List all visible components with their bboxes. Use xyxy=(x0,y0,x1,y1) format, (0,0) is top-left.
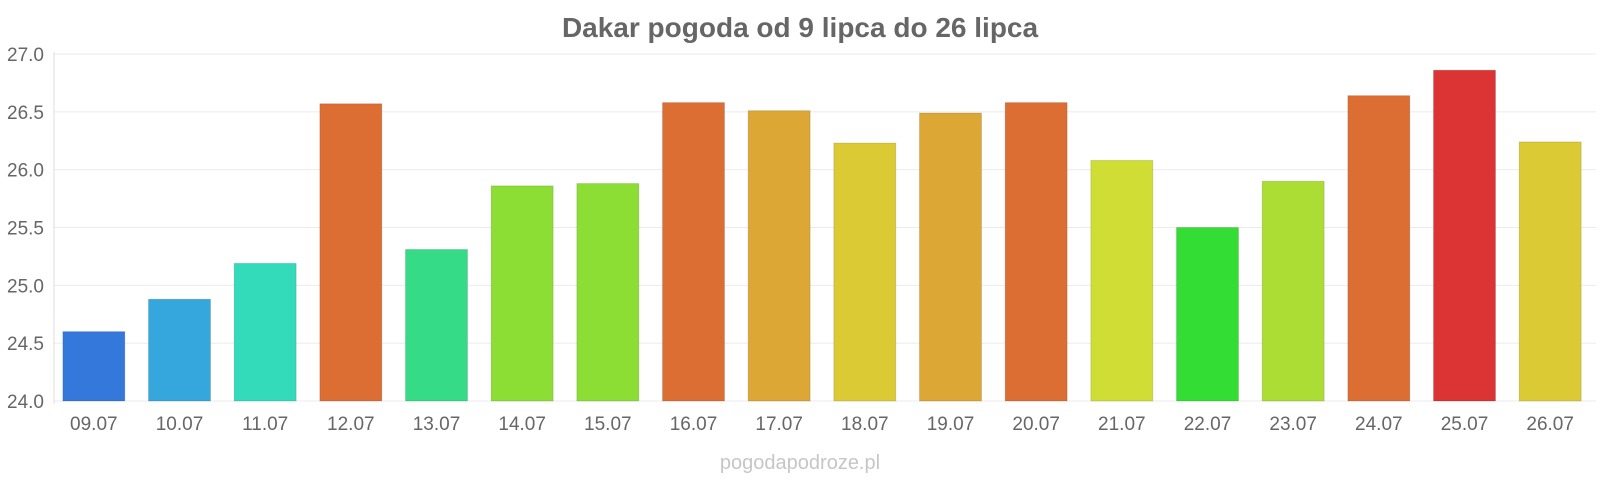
x-tick-label: 09.07 xyxy=(70,414,118,435)
gridlines xyxy=(54,53,1596,402)
bar-15.07 xyxy=(576,183,640,402)
bar-19.07 xyxy=(919,112,982,402)
x-tick-label: 16.07 xyxy=(670,414,718,435)
y-axis-ticks: 24.0 24.5 25.0 25.5 26.0 26.5 27.0 xyxy=(7,45,44,413)
bars xyxy=(62,69,1582,402)
bar-23.07 xyxy=(1261,180,1325,402)
bar-11.07 xyxy=(233,262,297,402)
bar-22.07 xyxy=(1176,227,1239,402)
x-tick-label: 10.07 xyxy=(156,414,204,435)
chart-title: Dakar pogoda od 9 lipca do 26 lipca xyxy=(562,12,1039,43)
x-tick-label: 11.07 xyxy=(242,414,288,435)
x-tick-label: 21.07 xyxy=(1098,414,1146,435)
x-tick-label: 20.07 xyxy=(1012,414,1060,435)
bar-20.07 xyxy=(1004,102,1068,402)
x-tick-label: 22.07 xyxy=(1184,414,1232,435)
x-tick-label: 14.07 xyxy=(498,414,546,435)
x-tick-label: 17.07 xyxy=(755,414,803,435)
bar-24.07 xyxy=(1347,95,1411,402)
x-tick-label: 18.07 xyxy=(841,414,889,435)
bar-17.07 xyxy=(747,110,811,402)
bar-18.07 xyxy=(833,142,897,402)
x-tick-label: 24.07 xyxy=(1355,414,1403,435)
bar-26.07 xyxy=(1518,141,1582,402)
x-tick-label: 13.07 xyxy=(413,414,461,435)
watermark: pogodapodroze.pl xyxy=(720,452,880,474)
bar-14.07 xyxy=(490,185,554,402)
x-tick-label: 19.07 xyxy=(927,414,975,435)
y-tick-label: 26.5 xyxy=(7,103,44,124)
x-tick-label: 26.07 xyxy=(1526,414,1574,435)
y-tick-label: 27.0 xyxy=(7,45,44,66)
y-tick-label: 25.5 xyxy=(7,219,44,240)
x-tick-label: 15.07 xyxy=(584,414,632,435)
bar-10.07 xyxy=(148,298,211,402)
x-tick-label: 23.07 xyxy=(1269,414,1317,435)
bar-13.07 xyxy=(405,248,468,402)
bar-16.07 xyxy=(662,102,725,402)
y-tick-label: 26.0 xyxy=(7,161,44,182)
y-tick-label: 24.5 xyxy=(7,334,44,355)
bar-12.07 xyxy=(319,103,383,402)
x-tick-label: 25.07 xyxy=(1441,414,1489,435)
x-tick-label: 12.07 xyxy=(327,414,375,435)
bar-09.07 xyxy=(62,331,126,402)
y-tick-label: 25.0 xyxy=(7,276,44,297)
x-axis-ticks: 09.07 10.07 11.07 12.07 13.07 14.07 15.07 16.07… xyxy=(70,414,1574,435)
bar-25.07 xyxy=(1433,69,1496,402)
bar-21.07 xyxy=(1090,159,1154,402)
y-tick-label: 24.0 xyxy=(7,392,44,413)
